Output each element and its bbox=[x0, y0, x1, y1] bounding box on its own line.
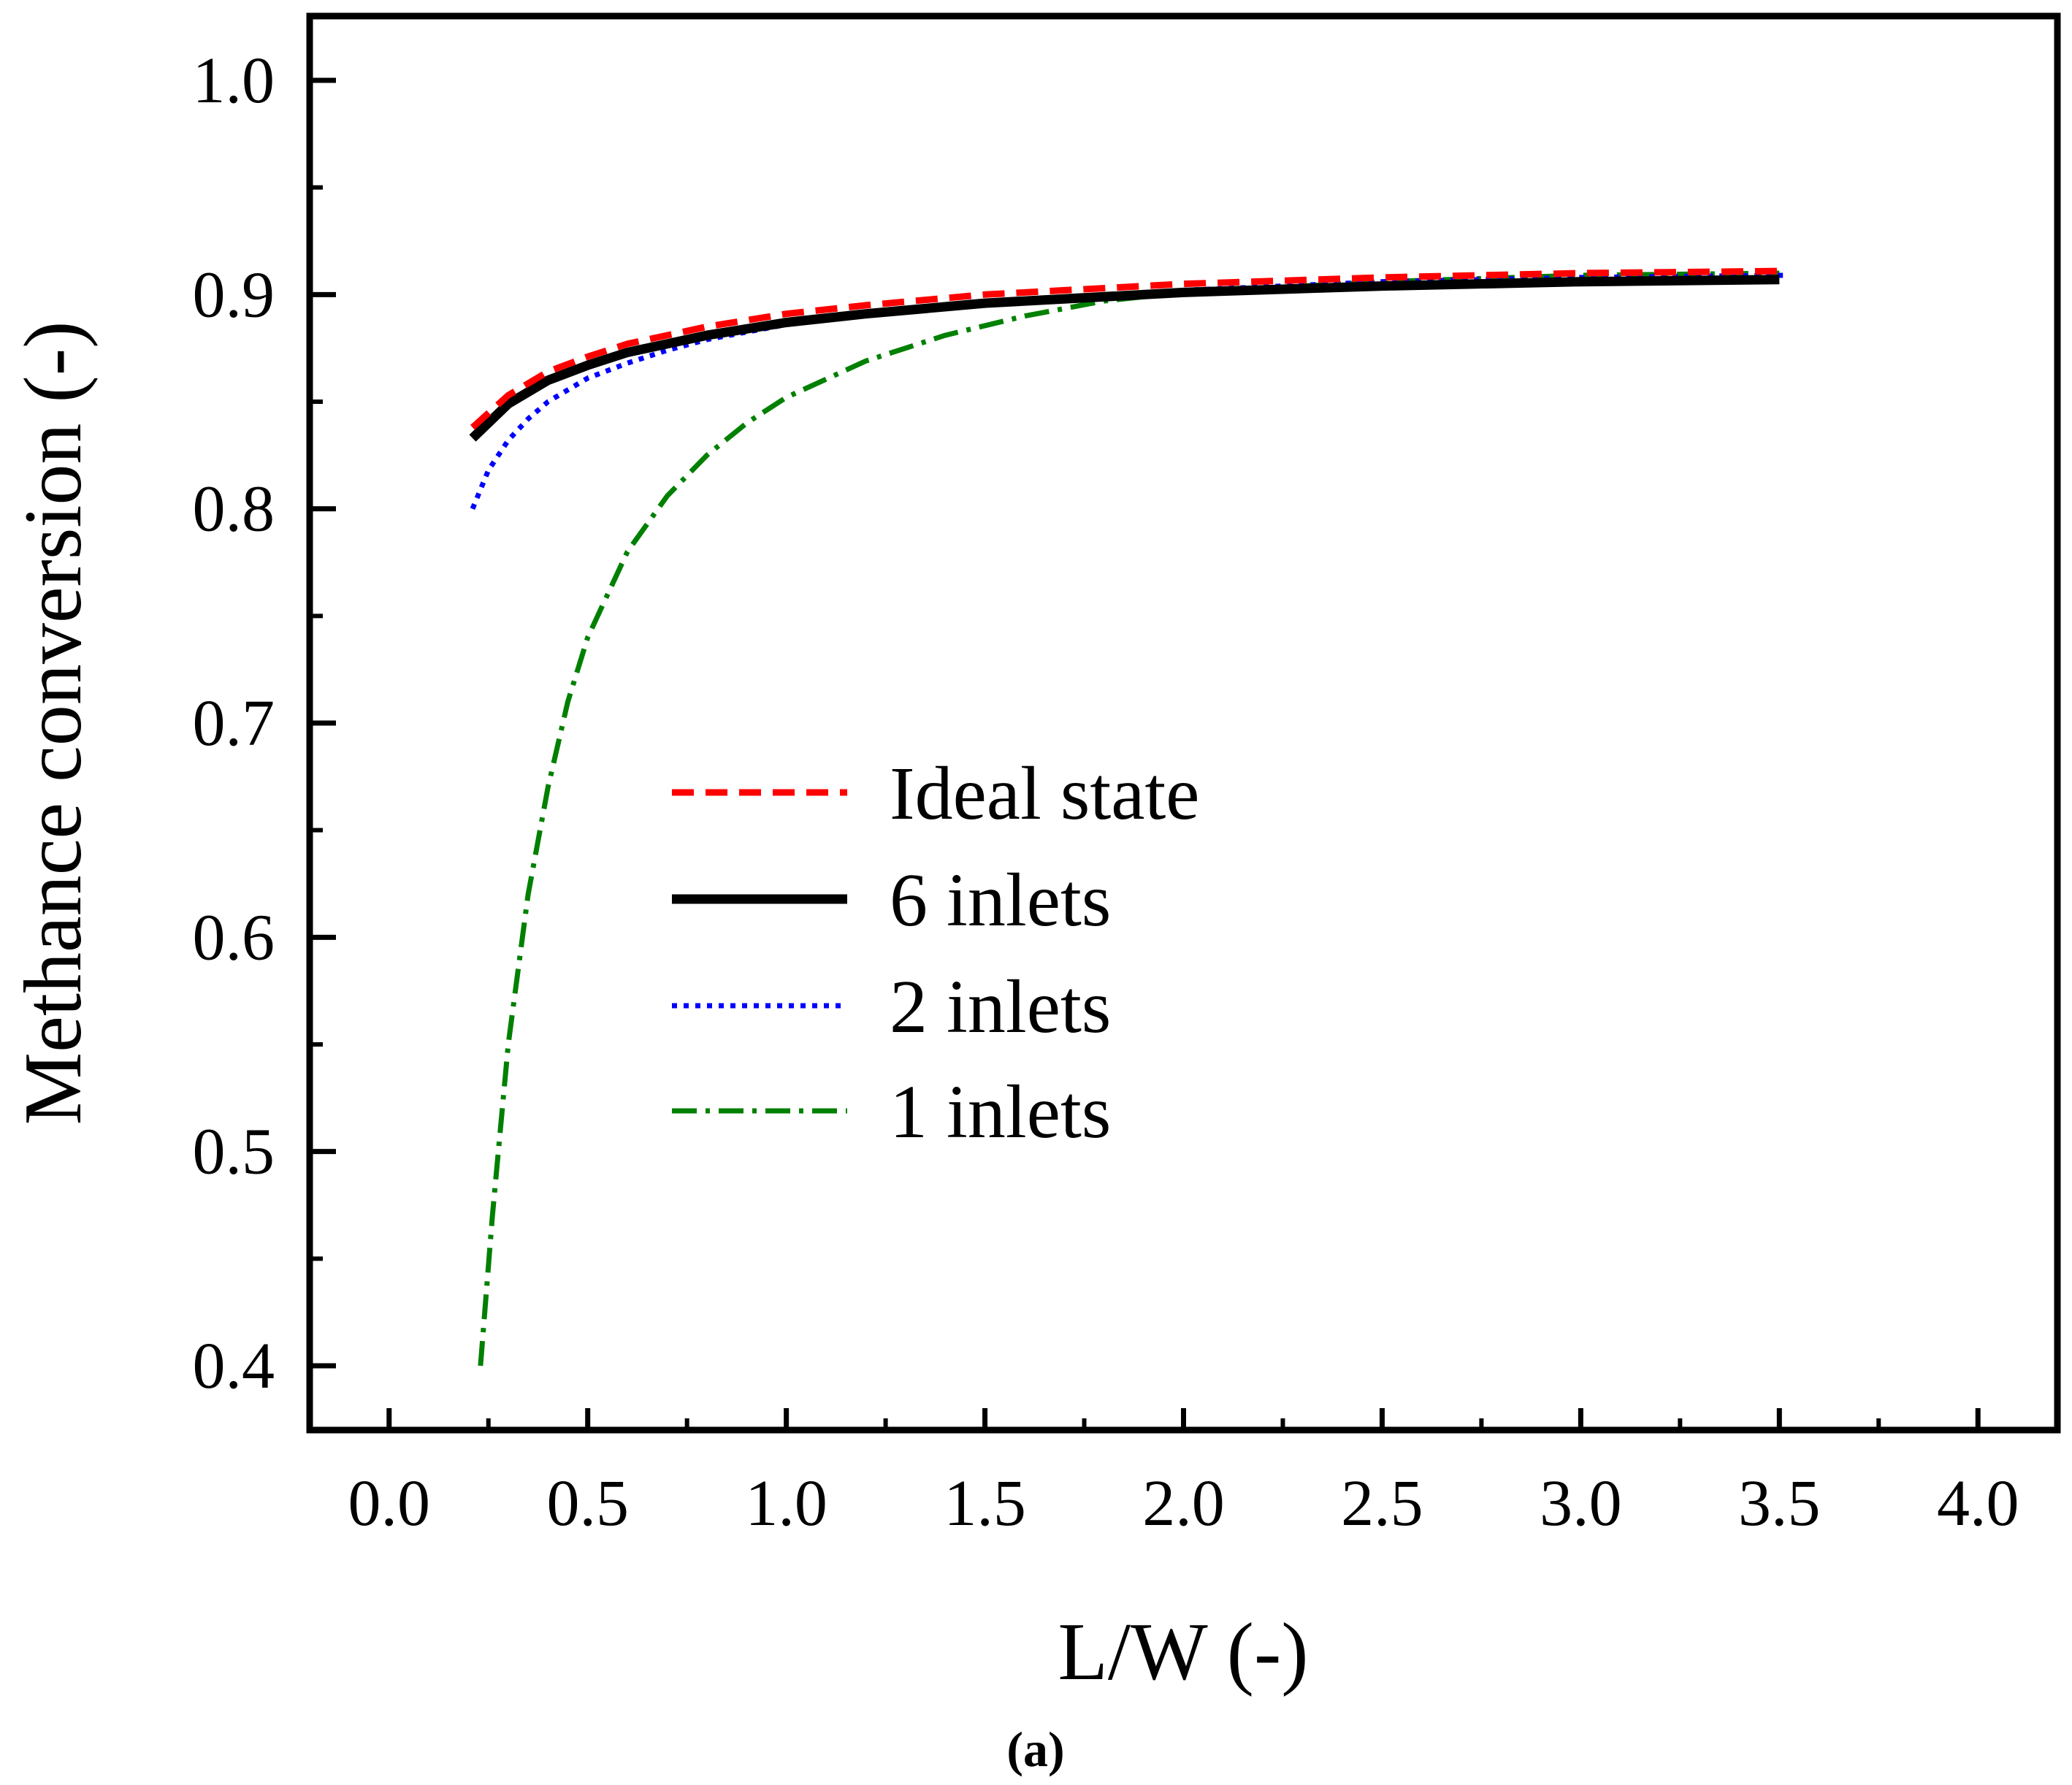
x-tick-label: 2.0 bbox=[1142, 1467, 1225, 1540]
x-tick-label: 3.5 bbox=[1738, 1467, 1821, 1540]
series-line-2-inlets bbox=[470, 272, 1788, 511]
x-tick-label: 0.5 bbox=[546, 1467, 629, 1540]
legend-label: 1 inlets bbox=[890, 1070, 1111, 1154]
legend-label: 6 inlets bbox=[890, 858, 1111, 942]
x-tick-label: 1.5 bbox=[944, 1467, 1026, 1540]
x-tick-label: 4.0 bbox=[1937, 1467, 2019, 1540]
y-tick-label: 0.4 bbox=[193, 1330, 275, 1402]
y-tick-label: 1.0 bbox=[193, 45, 275, 117]
x-tick-label: 0.0 bbox=[348, 1467, 431, 1540]
x-axis-title: L/W (-) bbox=[1058, 1607, 1308, 1697]
x-tick-label: 3.0 bbox=[1540, 1467, 1622, 1540]
y-tick-label: 0.7 bbox=[193, 687, 275, 760]
legend: Ideal state 6 inlets 2 inlets 1 inlets bbox=[672, 752, 1199, 1154]
y-tick-label: 0.5 bbox=[193, 1116, 275, 1188]
tick-layer: 0.0 0.5 1.0 1.5 2.0 2.5 3.0 3.5 4.0 0.4 0.5 0.6 0.7 0… bbox=[193, 45, 2019, 1540]
figure-caption: (a) bbox=[1006, 1721, 1064, 1777]
x-tick-label: 1.0 bbox=[745, 1467, 827, 1540]
series-layer bbox=[469, 267, 1788, 1367]
series-line-ideal-state bbox=[470, 267, 1780, 430]
y-tick-label: 0.8 bbox=[193, 473, 275, 546]
x-tick-label: 2.5 bbox=[1341, 1467, 1423, 1540]
y-axis-title: Methance conversion (-) bbox=[8, 321, 99, 1125]
series-line-6-inlets bbox=[469, 275, 1780, 442]
legend-label: 2 inlets bbox=[890, 965, 1111, 1049]
y-tick-label: 0.9 bbox=[193, 259, 275, 331]
y-tick-label: 0.6 bbox=[193, 901, 275, 974]
legend-label: Ideal state bbox=[890, 752, 1199, 836]
